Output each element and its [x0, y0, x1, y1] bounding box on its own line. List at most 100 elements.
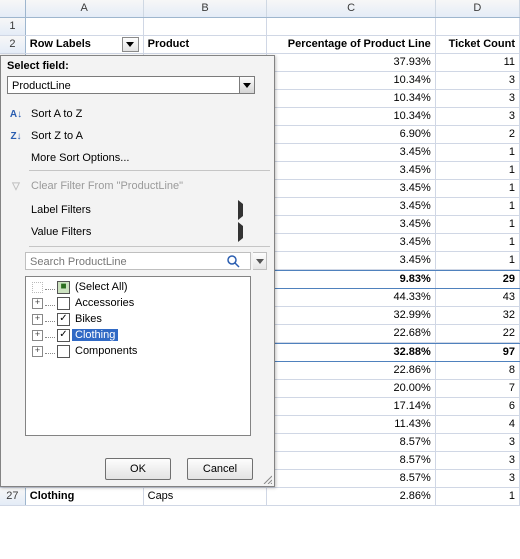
ticket-count-cell[interactable]: 43	[436, 289, 520, 306]
sort-za[interactable]: Sort Z to A	[31, 126, 251, 146]
ticket-count-cell[interactable]: 6	[436, 398, 520, 415]
expander-icon[interactable]: +	[32, 330, 43, 341]
percentage-header[interactable]: Percentage of Product Line	[267, 36, 435, 53]
col-header-b[interactable]: B	[144, 0, 268, 17]
ticket-count-cell[interactable]: 1	[436, 180, 520, 197]
ticket-count-cell[interactable]: 1	[436, 252, 520, 269]
tree-item[interactable]: +Components	[26, 343, 250, 359]
more-sort-options[interactable]: More Sort Options...	[31, 148, 251, 168]
ticket-count-cell[interactable]: 1	[436, 144, 520, 161]
percentage-cell[interactable]: 10.34%	[267, 90, 435, 107]
percentage-cell[interactable]: 32.88%	[267, 344, 435, 361]
percentage-cell[interactable]: 11.43%	[267, 416, 435, 433]
percentage-cell[interactable]: 10.34%	[267, 108, 435, 125]
product-cell[interactable]: Caps	[144, 488, 268, 505]
product-header[interactable]: Product	[144, 36, 268, 53]
percentage-cell[interactable]: 9.83%	[267, 271, 435, 288]
field-select-dropdown-button[interactable]	[239, 76, 255, 94]
cell[interactable]	[144, 18, 268, 35]
ticket-count-cell[interactable]: 3	[436, 434, 520, 451]
percentage-cell[interactable]: 3.45%	[267, 216, 435, 233]
checkbox[interactable]	[57, 297, 70, 310]
percentage-cell[interactable]: 32.99%	[267, 307, 435, 324]
checkbox[interactable]: ✓	[57, 313, 70, 326]
ticket-count-cell[interactable]: 1	[436, 488, 520, 505]
row-labels-filter-button[interactable]	[122, 37, 139, 52]
percentage-cell[interactable]: 37.93%	[267, 54, 435, 71]
value-filters[interactable]: Value Filters	[31, 222, 251, 242]
ticket-count-cell[interactable]: 4	[436, 416, 520, 433]
cell[interactable]	[267, 18, 435, 35]
ticket-count-cell[interactable]: 3	[436, 72, 520, 89]
ticket-count-cell[interactable]: 22	[436, 325, 520, 342]
row-number[interactable]: 1	[0, 18, 26, 35]
ticket-count-cell[interactable]: 1	[436, 198, 520, 215]
percentage-cell[interactable]: 3.45%	[267, 234, 435, 251]
row-labels-header[interactable]: Row Labels	[26, 36, 144, 53]
ticket-count-cell[interactable]: 1	[436, 216, 520, 233]
cell[interactable]	[436, 18, 520, 35]
percentage-cell[interactable]: 3.45%	[267, 180, 435, 197]
tree-item[interactable]: +✓Clothing	[26, 327, 250, 343]
search-dropdown-button[interactable]	[253, 252, 267, 270]
percentage-cell[interactable]: 44.33%	[267, 289, 435, 306]
select-all-corner[interactable]	[0, 0, 26, 17]
expander-icon[interactable]: +	[32, 298, 43, 309]
ticket-count-cell[interactable]: 2	[436, 126, 520, 143]
percentage-cell[interactable]: 3.45%	[267, 252, 435, 269]
field-select[interactable]: ProductLine	[7, 76, 255, 94]
percentage-cell[interactable]: 8.57%	[267, 434, 435, 451]
ticket-count-cell[interactable]: 3	[436, 452, 520, 469]
ticket-count-cell[interactable]: 3	[436, 108, 520, 125]
ok-button[interactable]: OK	[105, 458, 171, 480]
search-input[interactable]: Search ProductLine	[25, 252, 251, 270]
ticket-count-cell[interactable]: 7	[436, 380, 520, 397]
sort-az[interactable]: Sort A to Z	[31, 104, 251, 124]
percentage-cell[interactable]: 22.68%	[267, 325, 435, 342]
checkbox-mixed[interactable]: ■	[57, 281, 70, 294]
ticket-count-cell[interactable]: 3	[436, 90, 520, 107]
tree-item[interactable]: +Accessories	[26, 295, 250, 311]
expander-icon[interactable]: +	[32, 346, 43, 357]
col-header-d[interactable]: D	[436, 0, 520, 17]
percentage-cell[interactable]: 3.45%	[267, 162, 435, 179]
clear-filter-icon: ▽	[7, 177, 25, 195]
cell[interactable]	[26, 18, 144, 35]
percentage-cell[interactable]: 6.90%	[267, 126, 435, 143]
checkbox[interactable]	[57, 345, 70, 358]
resize-grip[interactable]	[262, 474, 272, 484]
ticket-count-cell[interactable]: 11	[436, 54, 520, 71]
percentage-cell[interactable]: 2.86%	[267, 488, 435, 505]
cancel-button[interactable]: Cancel	[187, 458, 253, 480]
checkbox[interactable]: ✓	[57, 329, 70, 342]
percentage-cell[interactable]: 3.45%	[267, 198, 435, 215]
label-filters-text: Label Filters	[31, 204, 91, 216]
row-number[interactable]: 27	[0, 488, 26, 505]
separator	[29, 170, 270, 171]
ticket-count-cell[interactable]: 32	[436, 307, 520, 324]
tree-item[interactable]: +✓Bikes	[26, 311, 250, 327]
percentage-cell[interactable]: 17.14%	[267, 398, 435, 415]
percentage-cell[interactable]: 22.86%	[267, 362, 435, 379]
ticket-count-cell[interactable]: 1	[436, 234, 520, 251]
row-number[interactable]: 2	[0, 36, 26, 53]
tree-select-all[interactable]: ■ (Select All)	[26, 279, 250, 295]
col-header-c[interactable]: C	[267, 0, 435, 17]
ticket-count-cell[interactable]: 8	[436, 362, 520, 379]
expander-icon[interactable]: +	[32, 314, 43, 325]
percentage-cell[interactable]: 8.57%	[267, 452, 435, 469]
ticket-count-cell[interactable]: 3	[436, 470, 520, 487]
ticket-count-header[interactable]: Ticket Count	[436, 36, 520, 53]
label-filters[interactable]: Label Filters	[31, 200, 251, 220]
percentage-cell[interactable]: 8.57%	[267, 470, 435, 487]
product-line-cell[interactable]: Clothing	[26, 488, 144, 505]
ticket-count-cell[interactable]: 97	[436, 344, 520, 361]
percentage-cell[interactable]: 3.45%	[267, 144, 435, 161]
percentage-cell[interactable]: 20.00%	[267, 380, 435, 397]
percentage-cell[interactable]: 10.34%	[267, 72, 435, 89]
ticket-count-cell[interactable]: 29	[436, 271, 520, 288]
expander-icon[interactable]	[32, 282, 43, 293]
worksheet: A B C D 1 2 Row Labels Product Percentag…	[0, 0, 520, 559]
col-header-a[interactable]: A	[26, 0, 144, 17]
ticket-count-cell[interactable]: 1	[436, 162, 520, 179]
